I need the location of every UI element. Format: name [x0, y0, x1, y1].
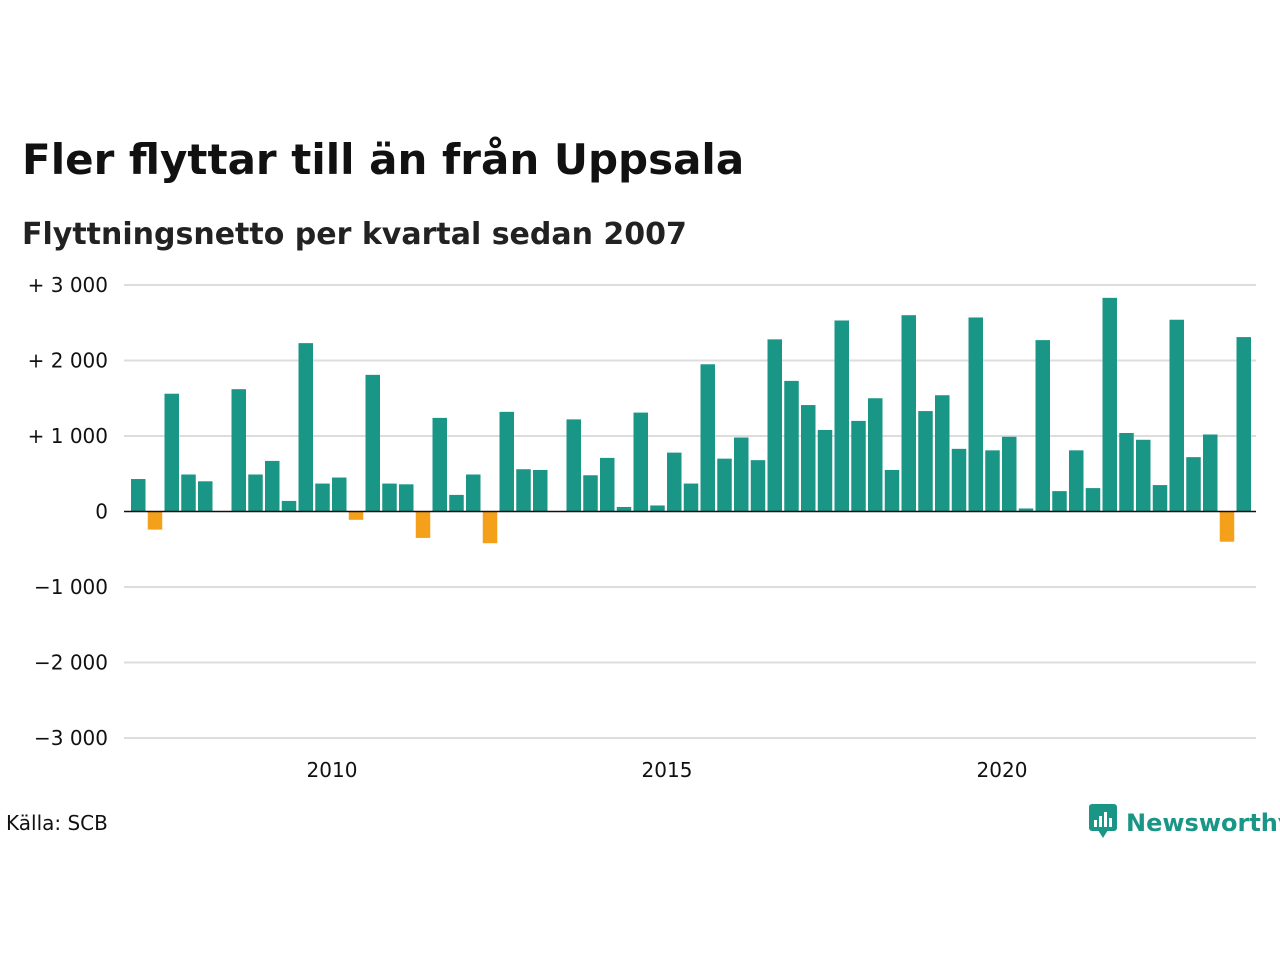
bar-2023-k1 [1203, 434, 1218, 512]
bar-2021-k1 [1069, 450, 1084, 512]
bar-2010-k2 [348, 511, 364, 520]
bar-2016-k3 [767, 339, 782, 512]
bar-2020-k2 [1018, 508, 1034, 512]
bar-2023-k3 [1236, 337, 1251, 512]
bar-2018-k4 [918, 411, 933, 512]
bar-2021-k2 [1085, 488, 1101, 512]
bar-2019-k3 [968, 317, 983, 512]
bar-2019-k4 [985, 450, 1000, 512]
bar-2022-k3 [1169, 319, 1184, 512]
x-tick-label: 2010 [307, 758, 358, 782]
bar-2016-k1 [734, 437, 749, 512]
chart-subtitle: Flyttningsnetto per kvartal sedan 2007 [22, 217, 687, 252]
bar-2015-k4 [717, 458, 732, 512]
newsworthy-logo: Newsworthy [1088, 803, 1280, 843]
bar-2019-k1 [935, 395, 950, 512]
bar-2007-k4 [181, 474, 196, 512]
y-tick-label: + 3 000 [28, 273, 108, 297]
chart-title: Fler flyttar till än från Uppsala [22, 135, 745, 184]
y-tick-label: −3 000 [34, 726, 108, 750]
bar-2010-k3 [365, 374, 380, 512]
bar-2009-k3 [298, 343, 313, 512]
bar-2012-k1 [466, 474, 481, 512]
bar-2012-k2 [482, 511, 498, 544]
bar-2011-k4 [449, 494, 464, 512]
bar-2007-k1 [131, 479, 146, 512]
bar-2013-k3 [566, 419, 581, 512]
bar-2009-k1 [265, 460, 280, 512]
bar-2017-k3 [834, 320, 849, 512]
y-tick-label: 0 [95, 500, 108, 524]
bar-2016-k4 [784, 380, 799, 512]
bar-2012-k3 [499, 411, 514, 512]
bar-2010-k1 [332, 477, 347, 512]
bar-2018-k3 [901, 315, 916, 512]
bar-2012-k4 [516, 469, 531, 512]
source-note: Källa: SCB [6, 811, 108, 835]
bar-2021-k4 [1119, 432, 1134, 512]
bar-2017-k4 [851, 420, 866, 512]
bar-2020-k4 [1052, 491, 1067, 512]
bar-2014-k1 [600, 457, 615, 512]
bar-2011-k3 [432, 417, 447, 512]
bar-2021-k3 [1102, 297, 1117, 512]
bar-2011-k1 [399, 484, 414, 512]
brand-name: Newsworthy [1126, 809, 1280, 837]
bar-2015-k3 [700, 364, 715, 512]
y-tick-label: −2 000 [34, 651, 108, 675]
bar-2022-k2 [1152, 485, 1168, 512]
bar-2013-k4 [583, 475, 598, 512]
bar-2009-k4 [315, 483, 330, 512]
bar-2016-k2 [750, 460, 766, 512]
bar-2020-k3 [1035, 340, 1050, 512]
y-tick-label: + 2 000 [28, 349, 108, 373]
bar-2017-k1 [801, 405, 816, 512]
bar-2008-k4 [248, 474, 263, 512]
bar-2013-k1 [533, 469, 548, 512]
y-axis-tick-labels: + 3 000 + 2 000 + 1 000 0 −1 000 −2 000 −3 000 [28, 273, 108, 750]
bar-chart: + 3 000 + 2 000 + 1 000 0 −1 000 −2 000 −3 000… [28, 273, 1256, 782]
bar-2023-k2 [1219, 511, 1235, 542]
bar-2008-k3 [231, 389, 246, 512]
bar-2009-k2 [281, 500, 297, 512]
bar-2018-k1 [868, 398, 883, 512]
x-axis-tick-labels: 2010 2015 2020 [307, 758, 1028, 782]
bar-2014-k4 [650, 505, 665, 512]
bar-2019-k2 [951, 448, 967, 512]
y-tick-label: + 1 000 [28, 424, 108, 448]
x-tick-label: 2020 [977, 758, 1028, 782]
bar-chart-speech-bubble-icon [1088, 803, 1118, 843]
x-tick-label: 2015 [642, 758, 693, 782]
y-tick-label: −1 000 [34, 575, 108, 599]
bar-2015-k1 [667, 452, 682, 512]
bar-2008-k1 [198, 481, 213, 512]
bar-2010-k4 [382, 483, 397, 512]
bar-2007-k3 [164, 393, 179, 512]
bar-2011-k2 [415, 511, 431, 538]
bar-2020-k1 [1002, 436, 1017, 512]
bar-2017-k2 [817, 429, 833, 512]
bar-2018-k2 [884, 469, 900, 512]
bar-2015-k2 [683, 483, 699, 512]
bar-2022-k1 [1136, 439, 1151, 512]
bar-2014-k2 [616, 506, 632, 512]
bar-2022-k4 [1186, 457, 1201, 512]
bar-2014-k3 [633, 412, 648, 512]
bars [131, 297, 1251, 544]
bar-2007-k2 [147, 511, 163, 530]
